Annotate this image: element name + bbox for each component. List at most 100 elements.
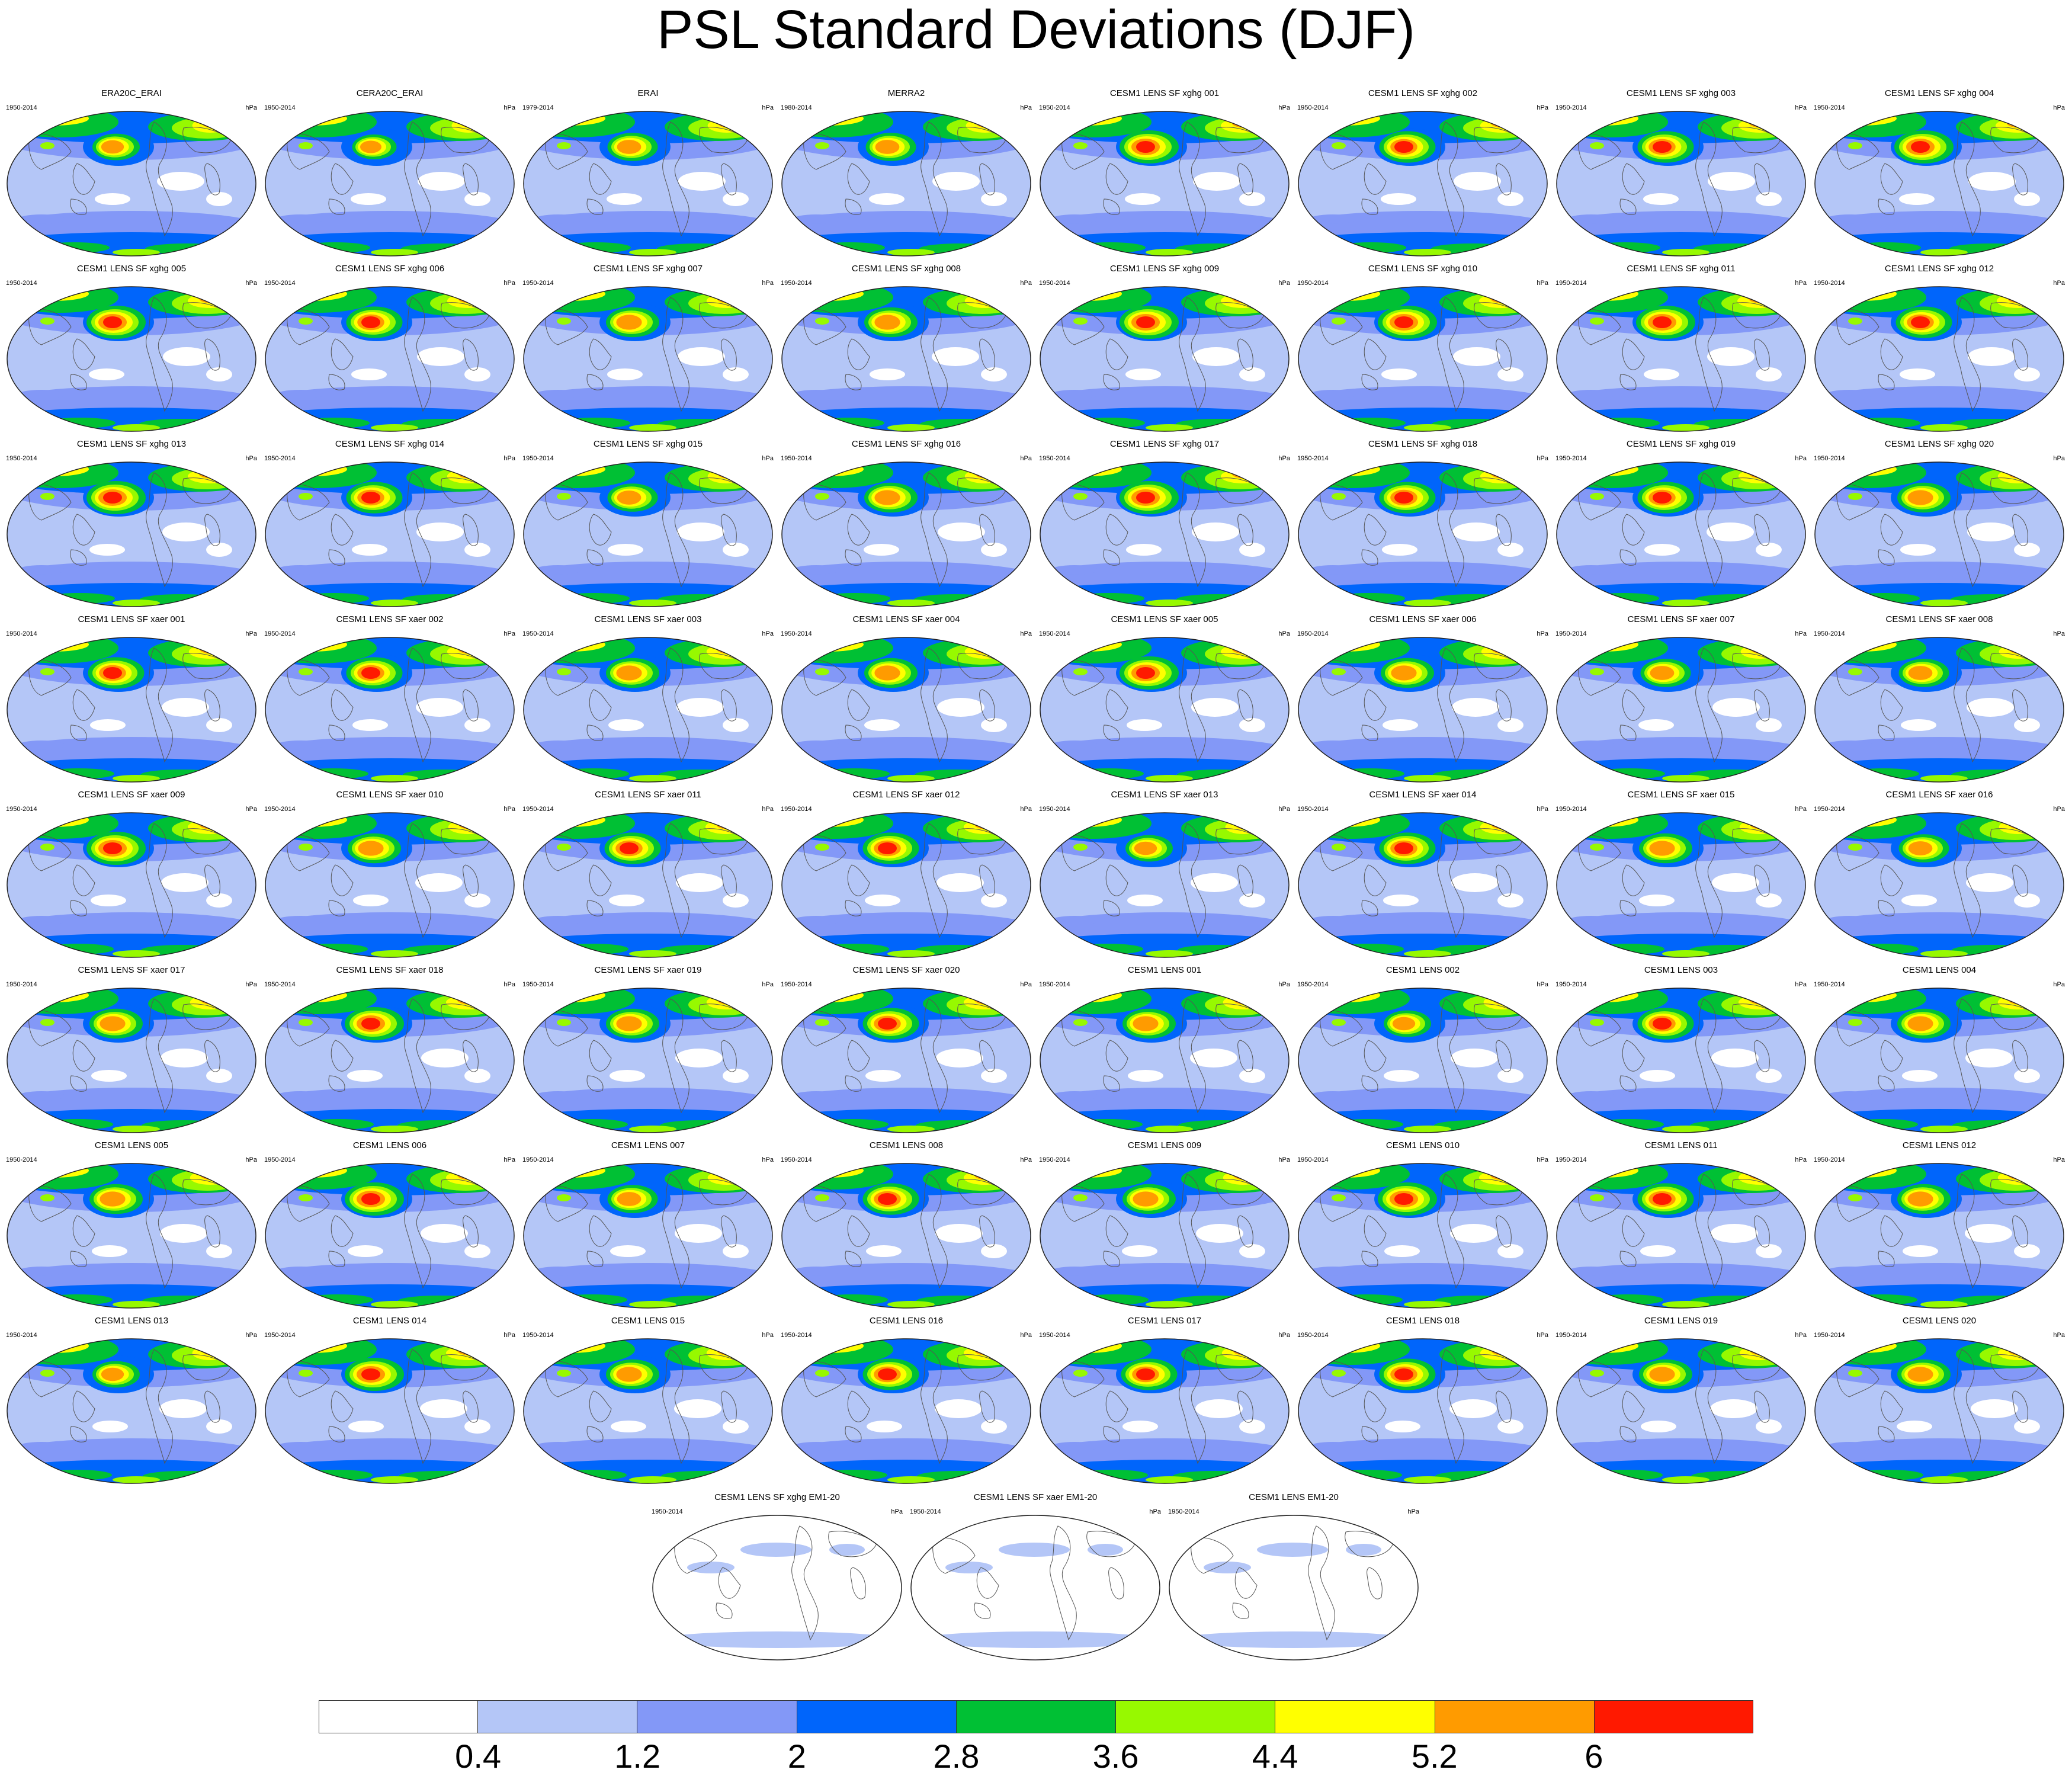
southern-band-patch <box>18 390 65 399</box>
map-panel: CESM1 LENS SF xghg 003 1950-2014 hPa <box>1552 88 1810 259</box>
continent-outline <box>1878 900 1895 916</box>
southern-peak <box>113 424 160 431</box>
continent-outline <box>404 647 431 763</box>
map-panel: CESM1 LENS SF xghg 005 1950-2014 hPa <box>2 263 261 435</box>
southern-max <box>1332 1119 1403 1130</box>
atlantic-contour-52 <box>1999 645 2038 659</box>
continent-outline <box>662 121 689 237</box>
map-border <box>1556 286 1806 432</box>
map-panel: CESM1 LENS SF xghg 004 1950-2014 hPa <box>1810 88 2068 259</box>
atlantic-contour-52 <box>446 995 491 1009</box>
southern-max <box>1593 944 1664 954</box>
low-variance-patch <box>678 172 726 191</box>
continent-outline <box>1364 514 1387 546</box>
low-variance-patch <box>981 1244 1007 1258</box>
southern-peak <box>113 600 160 607</box>
low-variance-patch <box>608 719 644 731</box>
continent-outline <box>1754 163 1770 195</box>
continent-outline <box>1695 121 1723 237</box>
southern-band-patch <box>1826 1267 1873 1276</box>
atlantic-contour-60 <box>1233 1346 1260 1355</box>
low-variance-patch <box>92 1245 127 1257</box>
pacific-peak <box>878 1193 897 1205</box>
pacific-peak <box>878 1368 897 1380</box>
southern-peak <box>629 424 676 431</box>
low-variance-patch <box>2014 718 2040 732</box>
low-variance-patch <box>981 1069 1007 1083</box>
low-variance-patch <box>1497 718 1523 732</box>
map-panel: CESM1 LENS SF xghg 012 1950-2014 hPa <box>1810 263 2068 435</box>
small-inland-max <box>1073 844 1088 851</box>
continent-outline <box>1061 659 1105 696</box>
southern-peak <box>371 775 418 782</box>
low-variance-patch <box>1239 1419 1265 1434</box>
continent-outline <box>463 163 479 195</box>
low-variance-patch <box>935 1224 983 1243</box>
continent-outline <box>1836 834 1879 871</box>
continent-outline <box>1732 1004 1781 1030</box>
southern-band-patch <box>793 916 840 925</box>
map-border <box>1298 1163 1548 1309</box>
panel-title: ERAI <box>637 88 659 98</box>
southern-band-patch <box>276 390 323 399</box>
atlantic-contour-52 <box>1480 469 1523 483</box>
low-variance-patch <box>1900 544 1936 556</box>
atlantic-contour-52 <box>447 645 490 659</box>
atlantic-contour-60 <box>199 820 227 829</box>
map-border <box>910 1515 1160 1660</box>
map-panel: ERA20C_ERAI 1950-2014 hPa <box>2 88 261 259</box>
continent-outline <box>328 900 345 916</box>
continent-outline <box>146 472 173 588</box>
southern-band-patch <box>793 1267 840 1276</box>
atlantic-contour-52 <box>1483 995 1520 1009</box>
arctic-peak <box>1834 1163 1877 1173</box>
pacific-peak <box>1136 1368 1155 1380</box>
low-variance-patch <box>1453 347 1500 366</box>
panel-title: CESM1 LENS SF xaer 011 <box>595 790 701 800</box>
continent-outline <box>2012 1040 2028 1072</box>
pacific-peak <box>1653 1018 1672 1030</box>
continent-outline <box>182 828 232 855</box>
continent-outline <box>699 653 748 679</box>
low-variance-patch <box>676 873 723 892</box>
low-variance-patch <box>2014 893 2040 908</box>
southern-max <box>817 1119 889 1130</box>
continent-outline <box>1179 1349 1206 1464</box>
panel-period: 1950-2014 <box>264 806 296 813</box>
continent-outline <box>1237 864 1253 897</box>
continent-outline <box>1695 823 1723 938</box>
world-map <box>1298 286 1548 432</box>
low-variance-patch <box>1710 1399 1757 1418</box>
continent-outline <box>331 338 354 370</box>
panel-units: hPa <box>245 455 257 462</box>
continent-outline <box>1105 864 1128 896</box>
atlantic-contour-60 <box>1232 294 1260 303</box>
atlantic-contour-52 <box>448 820 489 834</box>
contour-field <box>7 988 256 1133</box>
continent-outline <box>850 1567 866 1599</box>
map-border <box>781 812 1031 958</box>
atlantic-contour-52 <box>192 118 229 133</box>
world-map <box>1040 637 1290 783</box>
pacific-contour-60 <box>100 1191 126 1207</box>
atlantic-contour-60 <box>458 469 485 479</box>
continent-outline <box>2012 163 2028 195</box>
small-inland-max <box>1848 1019 1862 1026</box>
continent-outline <box>721 1390 737 1423</box>
atlantic-contour-60 <box>199 469 227 479</box>
continent-outline <box>331 1215 354 1247</box>
panel-units: hPa <box>503 1332 515 1339</box>
continent-outline <box>957 828 1006 855</box>
southern-max <box>817 1294 888 1305</box>
atlantic-contour-52 <box>963 995 1007 1009</box>
continent-outline <box>2012 1390 2028 1423</box>
arctic-peak <box>1320 988 1358 998</box>
weak-variance-patch <box>1204 1562 1251 1573</box>
low-variance-patch <box>1381 193 1416 205</box>
continent-outline <box>404 472 431 588</box>
panel-period: 1950-2014 <box>1297 981 1329 988</box>
panel-units: hPa <box>2053 104 2065 111</box>
world-map <box>7 461 256 607</box>
low-variance-patch <box>348 1245 383 1257</box>
southern-band-patch <box>534 1442 582 1451</box>
